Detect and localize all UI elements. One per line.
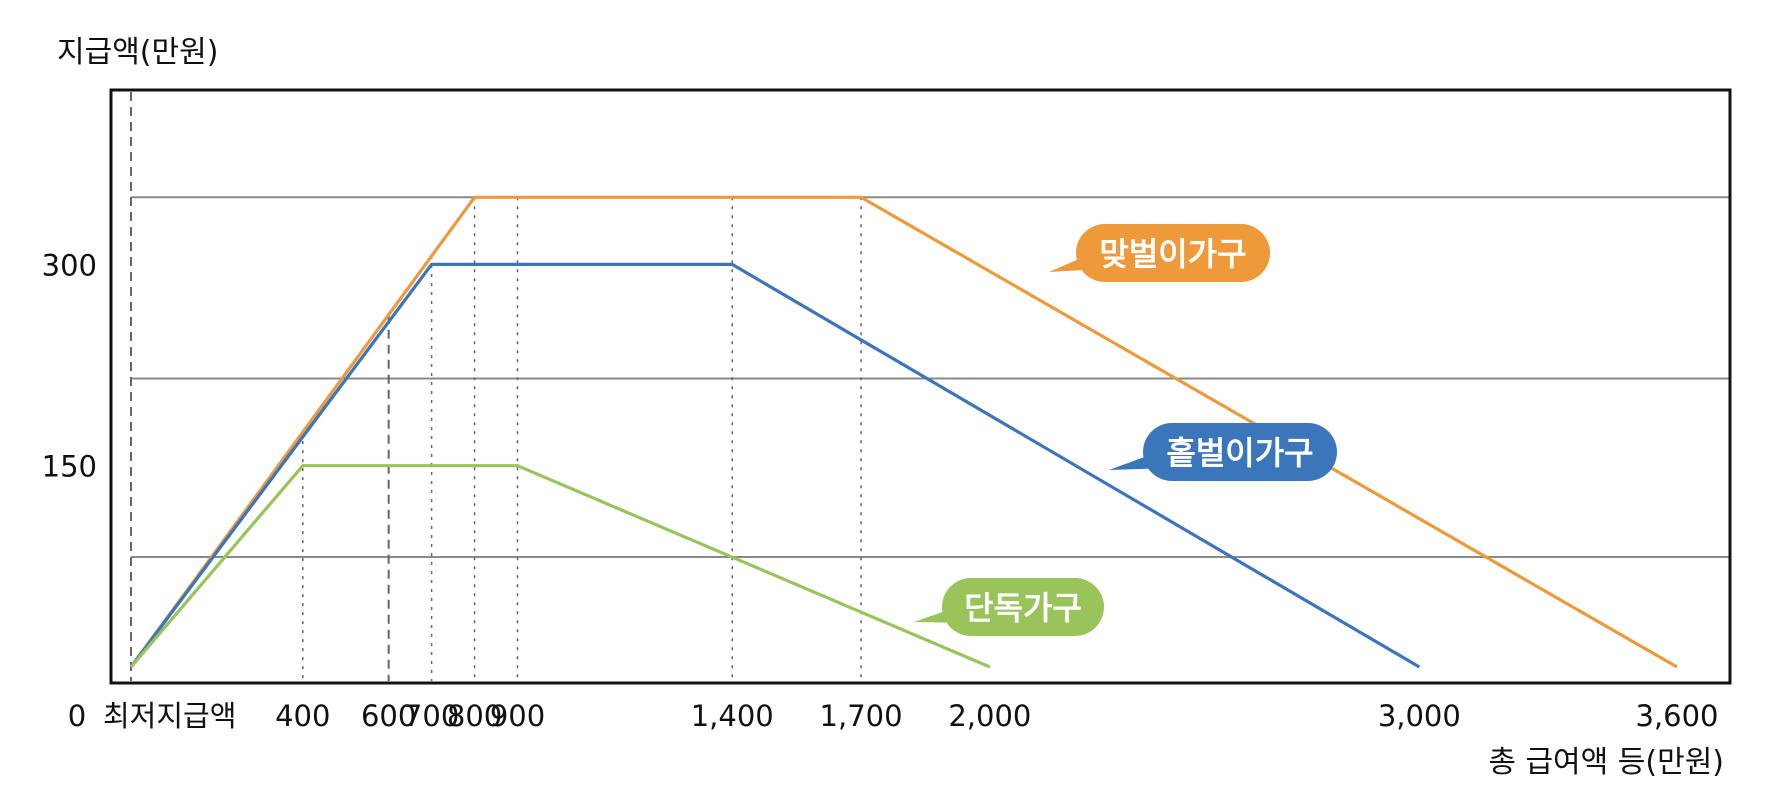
series-line-2: [129, 262, 1421, 669]
y-tick-label-0: 150: [42, 450, 97, 484]
gridlines: [131, 196, 1730, 558]
callout-body-1: [1076, 224, 1270, 282]
series-line-1: [129, 195, 1678, 669]
callout-body-2: [1143, 423, 1337, 481]
callout-body-3: [942, 578, 1104, 636]
x-tick-label-5: 800: [447, 699, 502, 733]
x-tick-label-1: 최저지급액: [103, 699, 236, 733]
y-axis-title: 지급액(만원): [57, 35, 218, 70]
series-line-3: [129, 464, 991, 669]
x-tick-label-3: 600: [361, 699, 416, 733]
x-tick-label-2: 400: [275, 699, 330, 733]
x-tick-label-4: 700: [404, 699, 459, 733]
x-tick-label-11: 3,600: [1635, 699, 1718, 733]
callout-label-1: 맞벌이가구: [1099, 235, 1246, 273]
plot-frame: [109, 88, 1732, 685]
x-tick-label-6: 900: [490, 699, 545, 733]
callout-1: 맞벌이가구: [1049, 224, 1270, 282]
x-tick-label-10: 3,000: [1378, 699, 1461, 733]
callout-label-2: 홑벌이가구: [1166, 434, 1313, 472]
y-tick-label-1: 300: [42, 248, 97, 282]
x-tick-label-0: 0: [68, 699, 86, 733]
callout-2: 홑벌이가구: [1109, 423, 1337, 481]
x-tick-label-7: 1,400: [691, 699, 774, 733]
x-axis-title: 총 급여액 등(만원): [1488, 745, 1724, 780]
callout-3: 단독가구: [914, 578, 1104, 636]
callout-label-3: 단독가구: [964, 589, 1082, 627]
x-tick-label-9: 2,000: [948, 699, 1031, 733]
series-lines: [129, 195, 1678, 669]
x-tick-label-8: 1,700: [820, 699, 903, 733]
guide-lines: [130, 92, 862, 681]
